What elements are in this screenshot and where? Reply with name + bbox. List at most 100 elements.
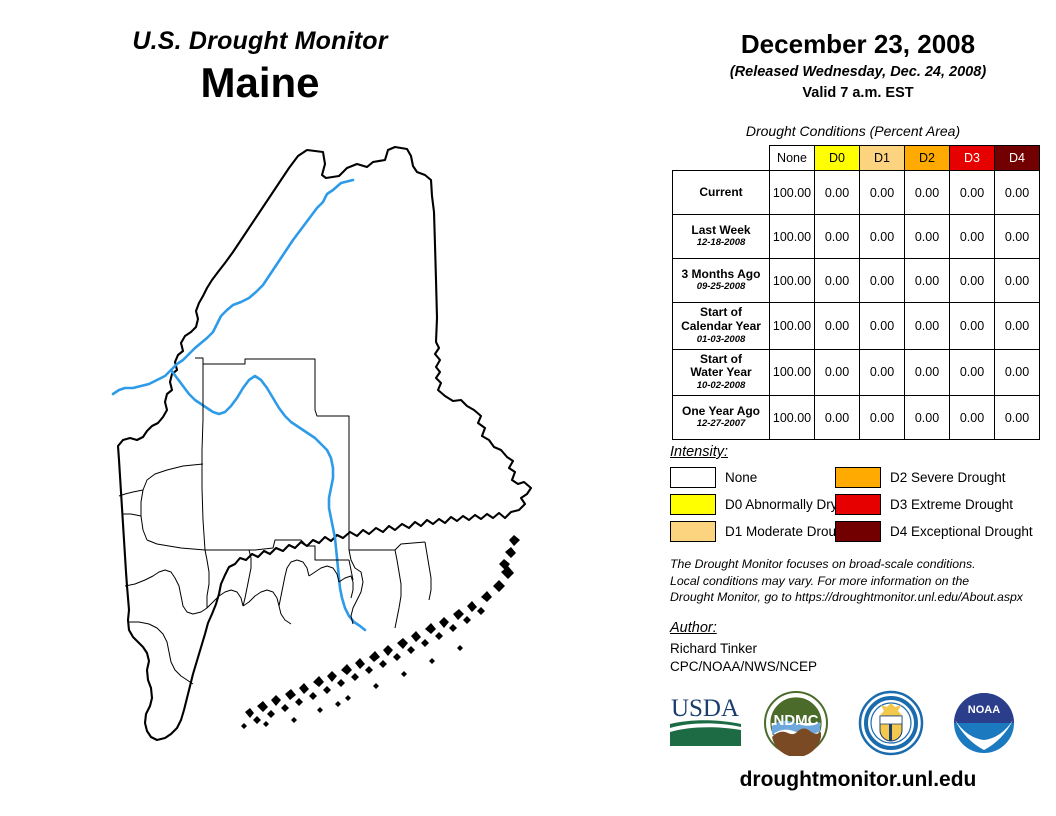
value-cell-d3: 0.00: [949, 395, 995, 441]
coastal-islands: [241, 535, 520, 729]
value-cell-d4: 0.00: [994, 395, 1040, 441]
value-cell-d2: 0.00: [904, 214, 950, 259]
column-header-d1: D1: [859, 145, 905, 171]
row-label: Start of Water Year 10-02-2008: [672, 348, 770, 397]
usda-logo-text: USDA: [671, 695, 739, 722]
st-john-river: [187, 178, 355, 356]
map-panel: U.S. Drought Monitor Maine: [95, 27, 595, 780]
valid-time: Valid 7 a.m. EST: [802, 84, 914, 101]
drought-conditions-table: None D0 D1 D2 D3 D4 Current 100.00 0.00 0.0…: [672, 145, 1040, 441]
legend-label: D4 Exceptional Drought: [890, 524, 1033, 539]
maine-drought-map[interactable]: [95, 120, 595, 780]
department-of-commerce-logo: [858, 690, 924, 756]
legend-item: D2 Severe Drought: [835, 467, 1056, 488]
column-header-none: None: [769, 145, 815, 171]
value-cell-d1: 0.00: [859, 395, 905, 441]
ndmc-logo-text: NDMC: [774, 712, 819, 729]
website-url[interactable]: droughtmonitor.unl.edu: [739, 768, 977, 791]
value-cell-d0: 0.00: [814, 258, 860, 303]
legend-swatch: [835, 521, 881, 542]
row-label: Start of Calendar Year 01-03-2008: [672, 302, 770, 350]
penobscot-river-west: [111, 352, 191, 396]
logo-row: USDA NDMC NOAA: [660, 690, 1056, 760]
value-cell-none: 100.00: [769, 258, 815, 303]
program-title: U.S. Drought Monitor: [132, 27, 388, 55]
value-cell-none: 100.00: [769, 214, 815, 259]
value-cell-d4: 0.00: [994, 214, 1040, 259]
legend-item: D4 Exceptional Drought: [835, 521, 1056, 542]
row-label-line: One Year Ago: [681, 403, 761, 418]
value-cell-none: 100.00: [769, 395, 815, 441]
legend-label: D0 Abnormally Dry: [725, 497, 838, 512]
table-header: None D0 D1 D2 D3 D4: [673, 145, 1040, 171]
disclaimer-line-2: Local conditions may vary. For more info…: [670, 573, 970, 588]
disclaimer-text: The Drought Monitor focuses on broad-sca…: [670, 556, 1056, 606]
value-cell-d2: 0.00: [904, 302, 950, 350]
legend-item: D0 Abnormally Dry: [670, 494, 838, 515]
legend-label: D1 Moderate Drought: [725, 524, 855, 539]
legend-item: None: [670, 467, 835, 488]
legend-label: D2 Severe Drought: [890, 470, 1006, 485]
value-cell-d0: 0.00: [814, 302, 860, 350]
row-label-date: 12-18-2008: [696, 237, 746, 249]
row-label: 3 Months Ago 09-25-2008: [672, 258, 770, 303]
row-label-date: 09-25-2008: [696, 281, 746, 293]
value-cell-none: 100.00: [769, 170, 815, 215]
value-cell-d2: 0.00: [904, 348, 950, 397]
table-row: Start of Calendar Year 01-03-2008 100.00 0.0…: [672, 302, 1040, 350]
value-cell-d1: 0.00: [859, 302, 905, 350]
usda-logo: USDA: [670, 695, 741, 746]
value-cell-d0: 0.00: [814, 214, 860, 259]
disclaimer-line-3: Drought Monitor, go to https://droughtmo…: [670, 590, 1023, 605]
legend-grid: None D2 Severe Drought D0 Abnormally Dry D3…: [670, 467, 1056, 542]
row-label-date: 01-03-2008: [696, 333, 746, 345]
legend-swatch: [670, 521, 716, 542]
legend-item: D3 Extreme Drought: [835, 494, 1056, 515]
row-label: One Year Ago 12-27-2007: [672, 395, 770, 441]
table-row: Last Week 12-18-2008 100.00 0.00 0.00 0.00 0.0…: [672, 214, 1040, 259]
legend-swatch: [670, 494, 716, 515]
legend-swatch: [835, 467, 881, 488]
row-label: Current: [672, 170, 770, 215]
value-cell-d3: 0.00: [949, 348, 995, 397]
noaa-logo: NOAA: [954, 693, 1014, 753]
intensity-legend: Intensity: None D2 Severe Drought D0 Abnor…: [670, 444, 1056, 542]
value-cell-none: 100.00: [769, 302, 815, 350]
table-header-row: None D0 D1 D2 D3 D4: [673, 145, 1040, 171]
maine-state-outline: [116, 145, 533, 742]
author-block: Author: Richard Tinker CPC/NOAA/NWS/NCEP: [670, 620, 1056, 675]
value-cell-d0: 0.00: [814, 170, 860, 215]
value-cell-d0: 0.00: [814, 395, 860, 441]
value-cell-none: 100.00: [769, 348, 815, 397]
value-cell-d3: 0.00: [949, 258, 995, 303]
author-title: Author:: [670, 620, 717, 636]
value-cell-d1: 0.00: [859, 348, 905, 397]
value-cell-d4: 0.00: [994, 302, 1040, 350]
value-cell-d1: 0.00: [859, 258, 905, 303]
row-label-line: Calendar Year: [681, 318, 761, 333]
table-row: One Year Ago 12-27-2007 100.00 0.00 0.00 0.00…: [672, 395, 1040, 441]
value-cell-d2: 0.00: [904, 258, 950, 303]
value-cell-d4: 0.00: [994, 258, 1040, 303]
maine-map-svg: [111, 145, 533, 742]
row-label-line: Current: [699, 184, 743, 199]
value-cell-d2: 0.00: [904, 170, 950, 215]
state-title: Maine: [200, 59, 320, 107]
noaa-logo-text: NOAA: [968, 704, 1000, 716]
legend-label: None: [725, 470, 758, 485]
column-header-d2: D2: [904, 145, 950, 171]
table-row: Start of Water Year 10-02-2008 100.00 0.00 0.…: [672, 348, 1040, 397]
value-cell-d4: 0.00: [994, 348, 1040, 397]
legend-swatch: [835, 494, 881, 515]
author-affiliation: CPC/NOAA/NWS/NCEP: [670, 658, 818, 674]
disclaimer-line-1: The Drought Monitor focuses on broad-sca…: [670, 557, 976, 571]
legend-item: D1 Moderate Drought: [670, 521, 855, 542]
column-header-d3: D3: [949, 145, 995, 171]
row-label-date: 12-27-2007: [696, 418, 746, 430]
table-row: 3 Months Ago 09-25-2008 100.00 0.00 0.00 0.00…: [672, 258, 1040, 303]
row-label-line: Last Week: [691, 222, 751, 237]
intensity-title: Intensity:: [670, 444, 729, 460]
release-date: (Released Wednesday, Dec. 24, 2008): [729, 63, 987, 80]
author-name: Richard Tinker: [670, 641, 758, 656]
row-label-line: Water Year: [690, 365, 752, 380]
